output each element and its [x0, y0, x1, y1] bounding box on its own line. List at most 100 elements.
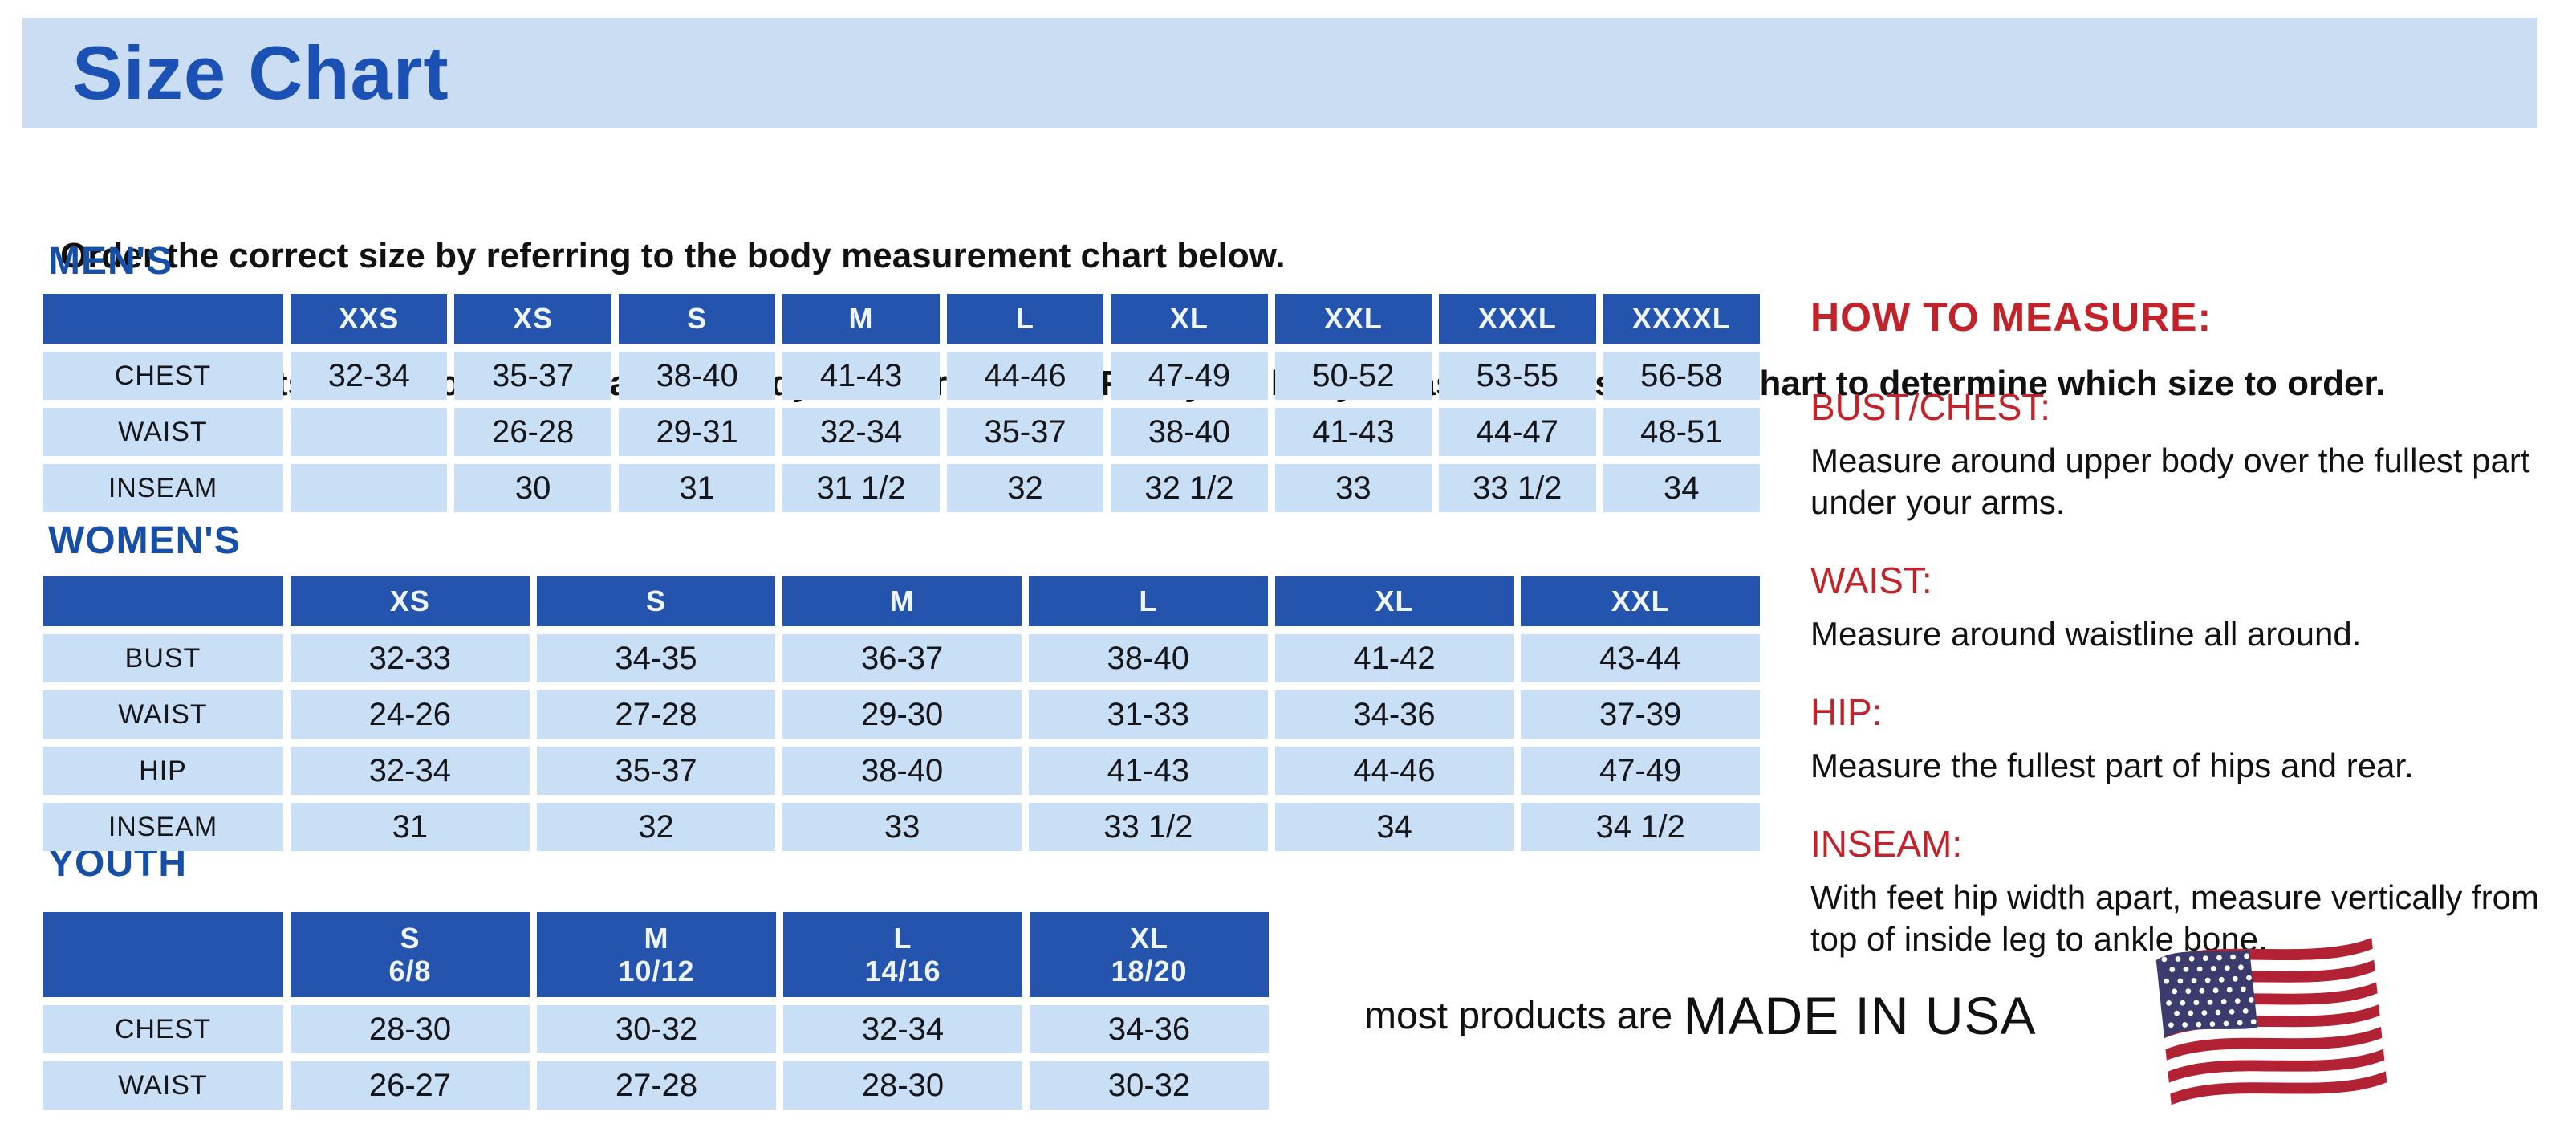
- size-cell: 31: [291, 803, 530, 851]
- size-cell: 28-30: [783, 1061, 1022, 1110]
- size-cell: 47-49: [1521, 747, 1760, 795]
- size-cell: 32-34: [291, 352, 448, 400]
- size-cell: 53-55: [1439, 352, 1596, 400]
- womens-size-table: XS S M L XL XXL BUST 32-33 34-35 36-37 38-40 41-42 4…: [43, 576, 1760, 851]
- size-cell: 26-28: [454, 408, 611, 456]
- made-in-usa-prefix: most products are: [1364, 994, 1684, 1037]
- size-cell: 37-39: [1521, 690, 1760, 739]
- size-cell: 28-30: [291, 1005, 530, 1053]
- size-cell: 33: [782, 803, 1022, 851]
- youth-size-table: S 6/8 M 10/12 L 14/16 XL 18/20 CHEST 28-30 30-32 32…: [43, 912, 1269, 1110]
- column-header: L 14/16: [783, 912, 1022, 997]
- size-cell: 32 1/2: [1111, 464, 1268, 512]
- column-header: XL: [1111, 294, 1268, 344]
- size-cell: 48-51: [1603, 408, 1760, 456]
- size-cell: 27-28: [537, 1061, 776, 1110]
- size-cell: 33: [1274, 464, 1432, 512]
- size-cell: 35-37: [536, 747, 776, 795]
- size-cell: 32-34: [291, 747, 530, 795]
- size-cell: 31: [618, 464, 776, 512]
- size-cell: 44-47: [1439, 408, 1596, 456]
- size-cell: 32: [946, 464, 1104, 512]
- size-cell: 36-37: [782, 634, 1022, 682]
- column-header: L: [946, 294, 1104, 344]
- page-title: Size Chart: [72, 31, 449, 115]
- table-corner-cell: [43, 576, 283, 626]
- measure-heading-hip: HIP:: [1810, 691, 1883, 734]
- row-label: WAIST: [43, 690, 283, 739]
- column-header: XS: [454, 294, 611, 344]
- size-cell: 24-26: [291, 690, 530, 739]
- us-flag-icon: [2155, 923, 2387, 1111]
- made-in-usa-text: MADE IN USA: [1683, 986, 2037, 1045]
- size-cell: [291, 408, 448, 456]
- table-corner-cell: [43, 912, 283, 997]
- size-cell: 34-36: [1030, 1005, 1269, 1053]
- row-label: WAIST: [43, 408, 283, 456]
- size-cell: 31 1/2: [782, 464, 940, 512]
- size-cell: 30-32: [537, 1005, 776, 1053]
- size-cell: 32-34: [782, 408, 940, 456]
- row-label: HIP: [43, 747, 283, 795]
- column-header: L: [1028, 576, 1268, 626]
- size-cell: 31-33: [1028, 690, 1268, 739]
- size-cell: 32-33: [291, 634, 530, 682]
- size-cell: 35-37: [454, 352, 611, 400]
- column-header: XS: [291, 576, 530, 626]
- column-header: XXL: [1521, 576, 1760, 626]
- size-cell: 43-44: [1521, 634, 1760, 682]
- size-cell: 41-43: [1274, 408, 1432, 456]
- size-cell: 41-43: [782, 352, 940, 400]
- size-cell: 38-40: [1028, 634, 1268, 682]
- column-header: XXXL: [1439, 294, 1596, 344]
- size-cell: 38-40: [618, 352, 776, 400]
- size-cell: 34-36: [1274, 690, 1514, 739]
- row-label: BUST: [43, 634, 283, 682]
- size-cell: 29-30: [782, 690, 1022, 739]
- size-cell: 34 1/2: [1521, 803, 1760, 851]
- how-to-measure-title: HOW TO MEASURE:: [1810, 295, 2212, 340]
- size-cell: 34-35: [536, 634, 776, 682]
- measure-text-hip: Measure the fullest part of hips and rea…: [1810, 747, 2414, 785]
- column-header: M: [782, 576, 1022, 626]
- size-cell: [291, 464, 448, 512]
- size-cell: 47-49: [1111, 352, 1268, 400]
- size-cell: 30: [454, 464, 611, 512]
- column-header: XXXXL: [1603, 294, 1760, 344]
- size-cell: 27-28: [536, 690, 776, 739]
- measure-text-bust-chest: Measure around upper body over the fulle…: [1810, 442, 2530, 522]
- size-cell: 38-40: [782, 747, 1022, 795]
- made-in-usa-line: most products are MADE IN USA: [1364, 967, 2037, 1064]
- size-cell: 44-46: [946, 352, 1104, 400]
- row-label: WAIST: [43, 1061, 283, 1110]
- column-header: XL: [1274, 576, 1514, 626]
- size-cell: 33 1/2: [1028, 803, 1268, 851]
- size-cell: 26-27: [291, 1061, 530, 1110]
- size-cell: 33 1/2: [1439, 464, 1596, 512]
- row-label: INSEAM: [43, 803, 283, 851]
- column-header: S: [536, 576, 776, 626]
- measure-heading-bust-chest: BUST/CHEST:: [1810, 386, 2051, 428]
- intro-line-1: Order the correct size by referring to t…: [60, 236, 1286, 275]
- measure-text-waist: Measure around waistline all around.: [1810, 615, 2362, 654]
- title-banner: Size Chart: [22, 18, 2537, 128]
- size-cell: 34: [1603, 464, 1760, 512]
- column-header: M: [782, 294, 940, 344]
- size-cell: 30-32: [1030, 1061, 1269, 1110]
- size-cell: 32: [536, 803, 776, 851]
- how-to-measure-panel: HOW TO MEASURE: BUST/CHEST: Measure arou…: [1810, 294, 2573, 960]
- section-label-womens: WOMEN'S: [48, 519, 241, 562]
- column-header: S 6/8: [291, 912, 530, 997]
- column-header: S: [618, 294, 776, 344]
- table-corner-cell: [43, 294, 283, 344]
- size-cell: 29-31: [618, 408, 776, 456]
- size-cell: 34: [1274, 803, 1514, 851]
- mens-size-table: XXS XS S M L XL XXL XXXL XXXXL CHEST 32-34 35-37 38-…: [43, 294, 1760, 512]
- section-label-mens: MEN'S: [48, 240, 173, 283]
- size-cell: 32-34: [783, 1005, 1022, 1053]
- size-cell: 35-37: [946, 408, 1104, 456]
- size-cell: 41-43: [1028, 747, 1268, 795]
- column-header: XXS: [291, 294, 448, 344]
- size-cell: 44-46: [1274, 747, 1514, 795]
- column-header: XXL: [1274, 294, 1432, 344]
